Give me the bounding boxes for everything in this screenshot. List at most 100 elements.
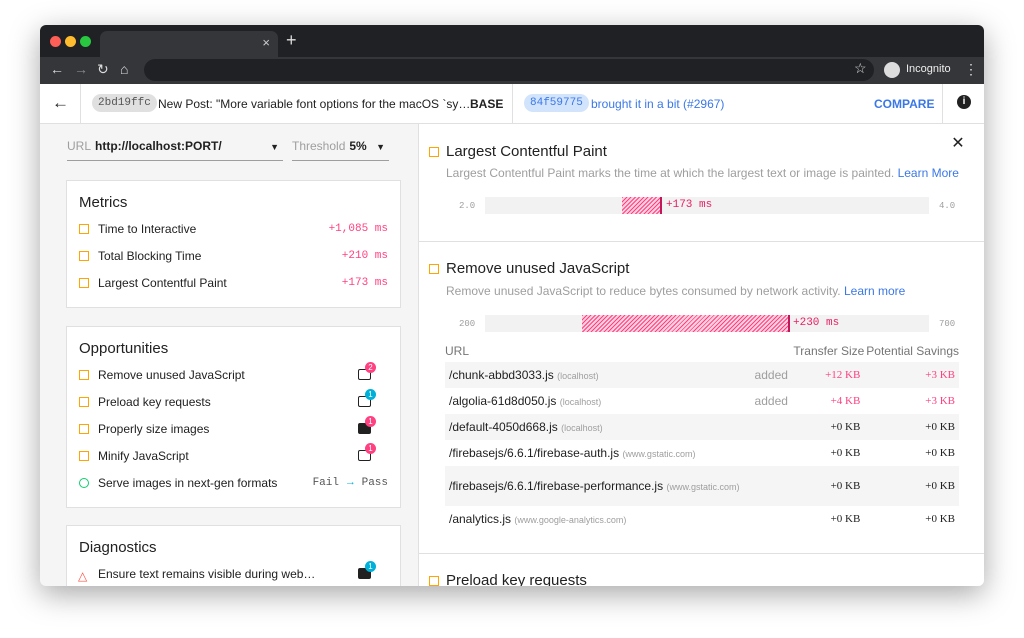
lcp-section: Largest Contentful Paint ✕ Largest Conte…: [419, 124, 984, 242]
back-arrow-icon[interactable]: ←: [52, 93, 69, 112]
opportunity-row[interactable]: Preload key requests 1: [67, 389, 400, 419]
count-badge: 1: [365, 561, 376, 572]
table-row[interactable]: /firebasejs/6.6.1/firebase-performance.j…: [445, 466, 959, 506]
lcp-range-bar: +173 ms: [485, 197, 929, 214]
transfer-size: +0 KB: [830, 513, 861, 525]
range-min: 2.0: [459, 201, 476, 211]
tab-bar: × +: [40, 25, 984, 57]
incognito-icon: [884, 62, 900, 78]
menu-icon[interactable]: ⋮: [964, 61, 978, 77]
warning-square-icon: [79, 370, 89, 380]
app-header: ← 2bd19ffc New Post: "More variable font…: [40, 84, 984, 124]
resource-host: (localhost): [561, 423, 603, 433]
metric-row[interactable]: Largest Contentful Paint +173 ms: [67, 273, 400, 300]
from-status: Fail: [312, 477, 339, 489]
forward-icon[interactable]: →: [74, 61, 88, 77]
warning-square-icon: [429, 147, 439, 157]
table-row[interactable]: /algolia-61d8d050.js (localhost) added +4 …: [445, 388, 959, 414]
count-badge: 2: [365, 362, 376, 373]
opportunity-label: Serve images in next-gen formats: [98, 476, 278, 490]
lcp-description: Largest Contentful Paint marks the time …: [446, 166, 959, 180]
close-icon[interactable]: ✕: [951, 135, 965, 152]
description-text: Largest Contentful Paint marks the time …: [446, 166, 895, 180]
count-badge: 1: [365, 443, 376, 454]
opportunity-label: Minify JavaScript: [98, 449, 189, 463]
resource-host: (www.gstatic.com): [622, 449, 696, 459]
browser-tab[interactable]: ×: [100, 31, 278, 57]
opportunity-row[interactable]: Properly size images 1: [67, 416, 400, 446]
resource-url: /firebasejs/6.6.1/firebase-auth.js: [449, 446, 620, 460]
count-badge: 1: [365, 389, 376, 400]
table-row[interactable]: /default-4050d668.js (localhost) +0 KB +0 …: [445, 414, 959, 440]
metric-value: +1,085 ms: [328, 223, 388, 235]
star-icon[interactable]: ☆: [854, 60, 867, 76]
back-icon[interactable]: ←: [50, 61, 64, 77]
caret-down-icon: ▼: [376, 142, 385, 152]
detail-panel: Largest Contentful Paint ✕ Largest Conte…: [418, 124, 984, 586]
close-window-button[interactable]: [50, 36, 61, 47]
delta-label: +173 ms: [666, 199, 713, 211]
reload-icon[interactable]: ↻: [97, 61, 109, 77]
base-hash-chip[interactable]: 2bd19ffc: [92, 94, 157, 112]
potential-savings: +0 KB: [925, 513, 955, 525]
threshold-select[interactable]: Threshold 5% ▼: [292, 139, 389, 161]
script-icon: [358, 369, 371, 380]
diagnostics-title: Diagnostics: [79, 539, 157, 556]
metric-row[interactable]: Time to Interactive +1,085 ms: [67, 219, 400, 246]
url-select[interactable]: URL http://localhost:PORT/ ▼: [67, 139, 283, 161]
opportunities-title: Opportunities: [79, 340, 169, 357]
unused-js-description: Remove unused JavaScript to reduce bytes…: [446, 284, 905, 298]
preload-section: Preload key requests: [419, 554, 984, 586]
address-bar[interactable]: [144, 59, 874, 81]
unused-js-title: Remove unused JavaScript: [446, 260, 630, 277]
url-label: URL: [67, 139, 92, 153]
minimize-window-button[interactable]: [65, 36, 76, 47]
warning-square-icon: [79, 424, 89, 434]
compare-commit-message[interactable]: brought it in a bit (#2967): [591, 97, 725, 111]
learn-more-link[interactable]: Learn more: [843, 284, 906, 298]
resource-host: (localhost): [557, 371, 599, 381]
home-icon[interactable]: ⌂: [120, 61, 129, 77]
new-tab-button[interactable]: +: [286, 30, 297, 50]
diagnostic-label: Ensure text remains visible during web…: [98, 567, 316, 581]
opportunity-row[interactable]: Remove unused JavaScript 2: [67, 362, 400, 392]
preload-title: Preload key requests: [446, 572, 587, 586]
warning-square-icon: [79, 251, 89, 261]
browser-toolbar: ← → ↻ ⌂ ☆ Incognito ⋮: [40, 57, 984, 84]
resource-url: /algolia-61d8d050.js: [449, 394, 557, 408]
image-icon: [358, 423, 371, 434]
description-text: Remove unused JavaScript to reduce bytes…: [446, 284, 841, 298]
opportunity-row[interactable]: Serve images in next-gen formats Fail → Pas…: [67, 473, 400, 500]
table-row[interactable]: /chunk-abbd3033.js (localhost) added +12 K…: [445, 362, 959, 388]
table-row[interactable]: /analytics.js (www.google-analytics.com)…: [445, 506, 959, 532]
info-icon[interactable]: i: [957, 95, 971, 109]
range-min: 200: [459, 319, 476, 329]
table-row[interactable]: /firebasejs/6.6.1/firebase-auth.js (www.…: [445, 440, 959, 466]
transfer-size: +0 KB: [791, 414, 865, 440]
threshold-value: 5%: [349, 139, 367, 153]
delta-hatch: [582, 315, 790, 332]
compare-hash-chip[interactable]: 84f59775: [524, 94, 589, 112]
compare-button[interactable]: COMPARE: [874, 97, 935, 111]
incognito-label[interactable]: Incognito: [906, 63, 951, 75]
potential-savings: +0 KB: [864, 466, 959, 506]
range-max: 4.0: [939, 201, 956, 211]
metric-label: Total Blocking Time: [98, 249, 202, 263]
metric-row[interactable]: Total Blocking Time +210 ms: [67, 246, 400, 273]
opportunity-row[interactable]: Minify JavaScript 1: [67, 443, 400, 473]
opportunity-label: Properly size images: [98, 422, 210, 436]
close-tab-icon[interactable]: ×: [262, 35, 270, 50]
learn-more-link[interactable]: Learn More: [897, 166, 959, 180]
metric-label: Time to Interactive: [98, 222, 197, 236]
opportunities-card: Opportunities Remove unused JavaScript 2 …: [66, 326, 401, 508]
delta-label: +230 ms: [793, 317, 840, 329]
diagnostic-row[interactable]: △ Ensure text remains visible during web……: [67, 561, 400, 586]
font-icon: [358, 568, 371, 579]
resource-host: (www.google-analytics.com): [514, 515, 627, 525]
maximize-window-button[interactable]: [80, 36, 91, 47]
resource-status: added: [749, 362, 792, 388]
unused-js-section: Remove unused JavaScript Remove unused J…: [419, 242, 984, 554]
opportunity-label: Remove unused JavaScript: [98, 368, 245, 382]
fail-to-pass: Fail → Pass: [313, 473, 388, 493]
caret-down-icon: ▼: [270, 142, 279, 152]
